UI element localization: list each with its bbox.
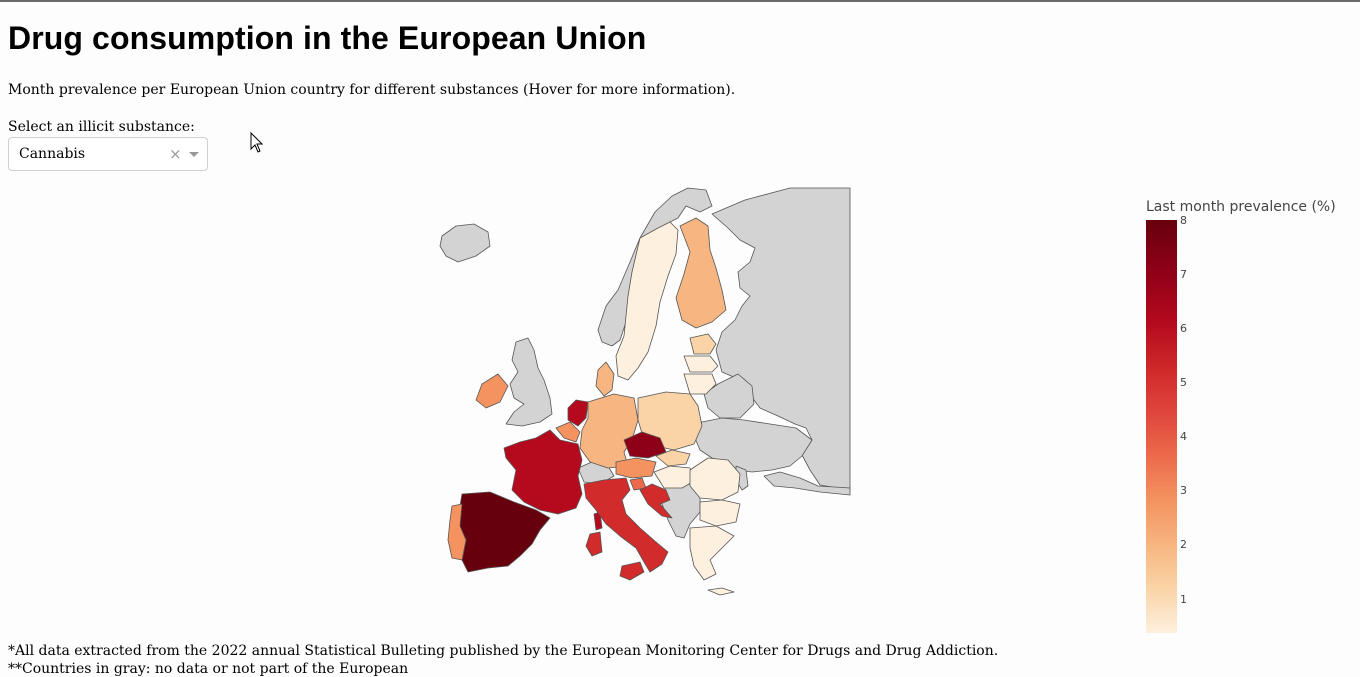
colorbar-tick: 4 <box>1180 430 1187 443</box>
prevalence-colorbar <box>1146 220 1177 633</box>
country-latvia[interactable] <box>683 355 719 373</box>
colorbar-tick: 6 <box>1180 322 1187 335</box>
region-belarus[interactable] <box>703 373 755 419</box>
country-austria[interactable] <box>615 457 657 479</box>
page-title: Drug consumption in the European Union <box>8 20 647 56</box>
region-uk[interactable] <box>505 337 553 427</box>
country-romania[interactable] <box>689 457 741 501</box>
country-france[interactable] <box>503 429 583 515</box>
colorbar-title: Last month prevalence (%) <box>1146 199 1336 215</box>
country-ireland[interactable] <box>475 373 509 409</box>
country-slovakia[interactable] <box>655 449 691 467</box>
top-border <box>0 0 1360 2</box>
country-italy[interactable] <box>583 477 669 573</box>
country-netherlands[interactable] <box>567 399 589 427</box>
region-turkey[interactable] <box>763 471 851 496</box>
country-denmark[interactable] <box>595 361 615 397</box>
clear-selection-icon[interactable]: × <box>169 145 182 163</box>
substance-select-label: Select an illicit substance: <box>8 119 195 135</box>
footnote-gray-countries: **Countries in gray: no data or not part… <box>8 661 409 677</box>
country-lithuania[interactable] <box>683 373 717 395</box>
colorbar-tick: 7 <box>1180 268 1187 281</box>
country-greece[interactable] <box>689 525 735 581</box>
country-finland[interactable] <box>675 217 727 329</box>
country-sardinia[interactable] <box>585 531 603 557</box>
country-portugal[interactable] <box>447 503 467 561</box>
region-iceland[interactable] <box>439 223 491 263</box>
country-bulgaria[interactable] <box>699 499 741 527</box>
colorbar-tick: 5 <box>1180 376 1187 389</box>
europe-choropleth-map[interactable] <box>430 186 855 598</box>
country-sweden[interactable] <box>615 221 679 381</box>
footnote-data-source: *All data extracted from the 2022 annual… <box>8 643 999 659</box>
country-belgium[interactable] <box>555 421 581 443</box>
country-crete[interactable] <box>707 587 735 596</box>
region-ukraine[interactable] <box>693 417 813 473</box>
country-estonia[interactable] <box>689 333 717 355</box>
country-sicily[interactable] <box>619 561 645 581</box>
colorbar-tick: 1 <box>1180 593 1187 606</box>
colorbar-tick: 3 <box>1180 484 1187 497</box>
substance-dropdown[interactable]: Cannabis × <box>8 137 208 171</box>
colorbar-tick: 2 <box>1180 538 1187 551</box>
region-norway[interactable] <box>597 187 713 347</box>
chevron-down-icon[interactable] <box>189 152 199 157</box>
substance-dropdown-value: Cannabis <box>19 146 86 162</box>
colorbar-tick: 8 <box>1180 214 1187 227</box>
country-croatia[interactable] <box>639 483 673 519</box>
mouse-pointer-icon <box>250 132 264 153</box>
country-germany[interactable] <box>579 393 639 469</box>
page-subtitle: Month prevalence per European Union coun… <box>8 82 736 98</box>
